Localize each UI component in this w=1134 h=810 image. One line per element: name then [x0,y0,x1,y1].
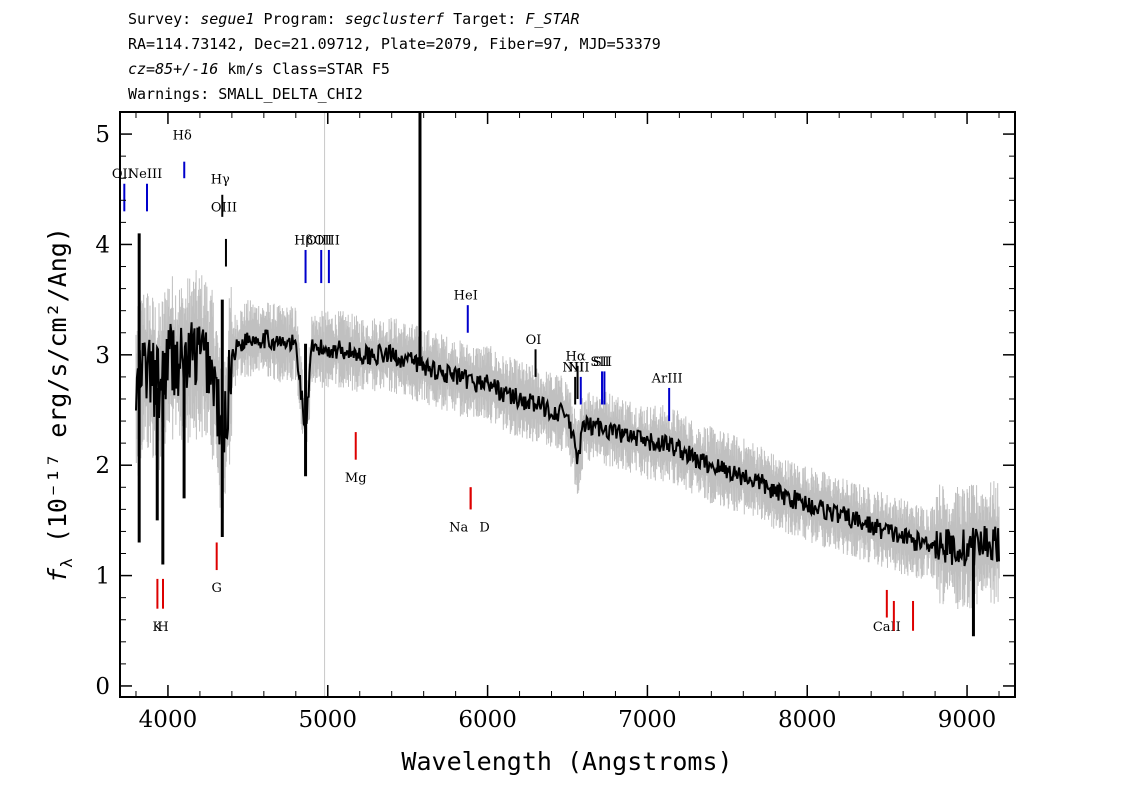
plot-frame [119,111,1016,698]
y-axis-units: (10⁻¹⁷ erg/s/cm²/Ang) [43,227,72,558]
absorption-label-3: Mg [345,471,367,486]
survey-label: Survey: [128,10,201,28]
x-tick-label-0: 4000 [139,707,198,733]
header-line-1: Survey: segue1 Program: segclusterf Targ… [128,10,580,28]
y-axis-symbol: f [43,567,72,583]
target-label: Target: [444,10,526,28]
header-line-2: RA=114.73142, Dec=21.09712, Plate=2079, … [128,35,661,53]
header-line-3: cz=85+/-16 km/s Class=STAR F5 [128,60,390,78]
absorption-label-5: D [479,520,489,535]
emission-label-0: Hδ [173,129,192,144]
flux-series [135,322,1000,567]
axis-ticks: 4000 5000 6000 7000 8000 9000 0 1 2 3 4 5 [95,112,1015,733]
x-tick-label-5: 9000 [938,707,997,733]
emission-label-15: ArIII [651,371,683,386]
emission-label-3: Hγ [211,173,230,188]
emission-label-11: Hα [566,349,586,364]
x-tick-label-2: 6000 [458,707,517,733]
redshift-rest: km/s Class=STAR F5 [218,60,390,78]
target-value: F_STAR [525,10,580,28]
noise-band-path [135,270,1000,610]
spike-features [137,112,975,637]
header-line-4: Warnings: SMALL_DELTA_CHI2 [128,85,363,103]
y-axis-subscript: λ [57,558,76,568]
y-tick-label-0: 0 [95,674,110,700]
absorption-label-0: K [153,620,163,635]
redshift-value: cz=85+/-16 [128,60,219,78]
y-tick-label-2: 2 [95,453,110,479]
x-tick-label-3: 7000 [618,707,677,733]
emission-label-8: HeI [454,289,478,304]
program-label: Program: [254,10,345,28]
emission-label-13: SII [590,355,609,370]
absorption-label-4: Na [449,520,468,535]
emission-label-14: SII [593,355,612,370]
absorption-label-1: H [157,620,168,635]
y-axis-title: fλ (10⁻¹⁷ erg/s/cm²/Ang) [43,227,76,583]
program-value: segclusterf [344,10,445,28]
emission-label-7: OIII [314,233,340,248]
absorption-label-6: CaII [873,620,901,635]
survey-value: segue1 [200,10,255,28]
y-tick-label-3: 3 [95,343,110,369]
emission-label-9: OI [526,333,542,348]
x-axis-title: Wavelength (Angstroms) [401,747,732,776]
emission-label-6: OIII [306,233,332,248]
x-tick-label-1: 5000 [298,707,357,733]
emission-label-1: NeIII [128,167,162,182]
noise-band [135,270,1000,610]
absorption-label-2: G [211,581,221,596]
y-tick-label-5: 5 [95,122,110,148]
emission-label-2: OII [112,167,133,182]
emission-label-5: Hβ [294,233,313,248]
y-tick-label-1: 1 [95,564,110,590]
y-tick-label-4: 4 [95,232,110,258]
emission-label-10: NII [562,360,584,375]
flux-line [135,322,1000,567]
emission-label-12: NII [568,360,590,375]
x-tick-label-4: 8000 [778,707,837,733]
emission-label-4: OIII [211,200,237,215]
